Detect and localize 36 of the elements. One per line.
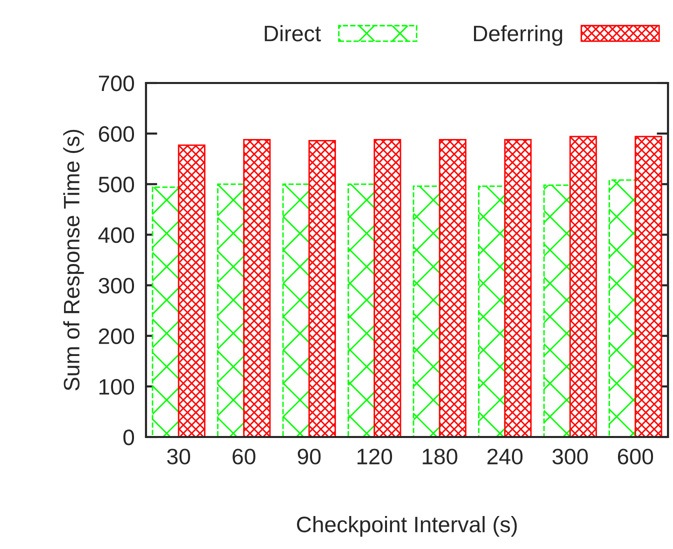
legend-label: Direct (264, 25, 321, 42)
y-tick-label: 100 (100, 378, 134, 395)
bar (608, 179, 636, 437)
y-tick-label: 0 (123, 430, 134, 446)
x-tick-label: 30 (167, 448, 190, 464)
bar (308, 140, 336, 437)
bar (412, 185, 440, 437)
bar (243, 138, 271, 437)
bar (634, 136, 662, 437)
bar (438, 138, 466, 437)
y-tick-label: 600 (98, 126, 134, 142)
bar (504, 138, 532, 437)
y-axis-title: Sum of Response Time (s) (63, 130, 84, 391)
bar (217, 183, 245, 437)
x-tick-label: 240 (487, 448, 523, 464)
bar (569, 136, 597, 437)
x-tick-label: 120 (358, 448, 392, 464)
bar (478, 185, 506, 437)
x-tick-label: 300 (552, 448, 588, 464)
y-tick-label: 200 (98, 328, 134, 344)
x-tick-label: 90 (298, 448, 321, 464)
bar (348, 183, 376, 437)
bar (152, 186, 180, 437)
y-tick-label: 300 (98, 278, 134, 294)
y-tick-label: 700 (98, 76, 134, 92)
x-tick-label: 180 (422, 448, 458, 464)
y-tick-label: 400 (98, 227, 134, 243)
x-tick-label: 600 (618, 448, 654, 464)
legend-label: Deferring (474, 25, 562, 46)
x-axis-title: Checkpoint Interval (s) (296, 516, 517, 537)
bar (543, 184, 571, 437)
bar (282, 183, 310, 437)
bar (178, 144, 206, 437)
y-tick-label: 500 (98, 176, 134, 192)
bar (374, 138, 402, 437)
x-tick-label: 60 (232, 448, 256, 464)
